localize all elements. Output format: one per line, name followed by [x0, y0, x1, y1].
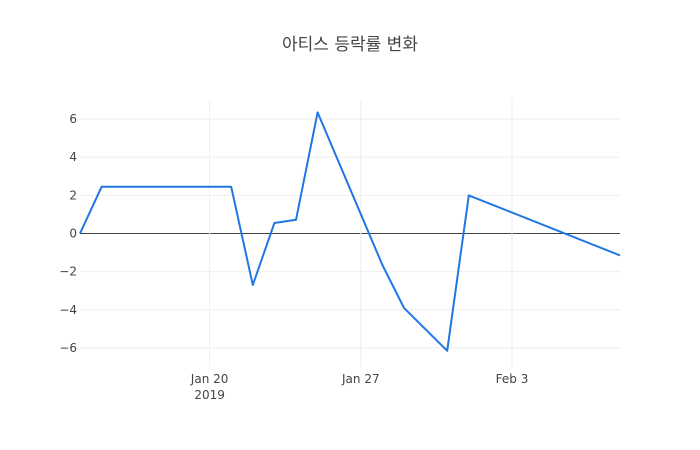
y-tick-label: 0	[69, 227, 77, 241]
y-tick-label: −2	[59, 265, 77, 279]
y-tick-label: 6	[69, 112, 77, 126]
x-tick-label: Jan 27	[341, 372, 380, 386]
series-line	[79, 111, 621, 352]
y-tick-label: 2	[69, 188, 77, 202]
x-tick-label: Feb 3	[496, 372, 529, 386]
series-layer	[79, 111, 621, 352]
x-tick-sublabel: 2019	[194, 388, 225, 402]
y-tick-label: −6	[59, 341, 77, 355]
x-tick-label: Jan 20	[190, 372, 229, 386]
grid-lines	[80, 100, 620, 367]
y-tick-label: −4	[59, 303, 77, 317]
y-tick-label: 4	[69, 150, 77, 164]
chart-title: 아티스 등락률 변화	[282, 35, 418, 55]
axis-ticks: −6 −4 −2 0 2 4 6 Jan 20 2019 Jan 27 Feb 3	[59, 112, 528, 402]
